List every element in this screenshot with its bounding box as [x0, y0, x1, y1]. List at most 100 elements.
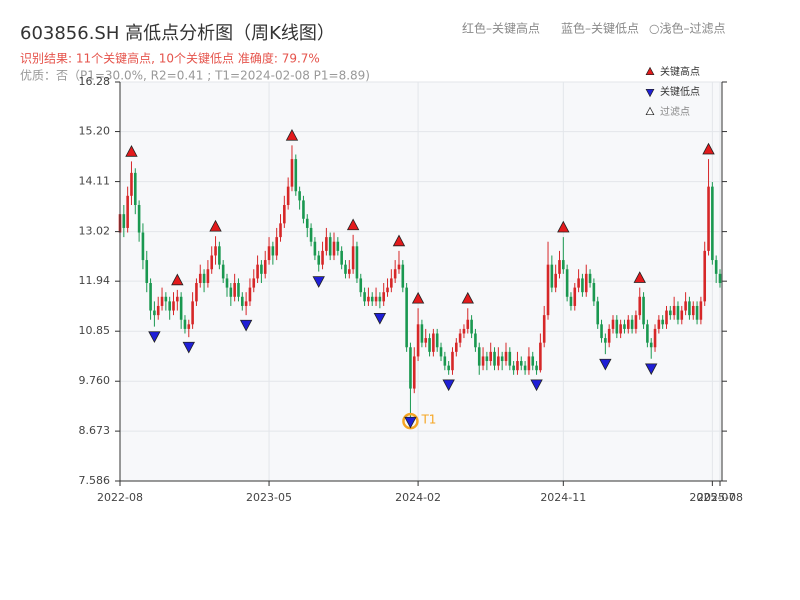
y-tick-label: 7.586 — [79, 474, 111, 487]
candle-body — [275, 237, 278, 256]
candle-body — [584, 273, 588, 293]
candle-body — [669, 310, 672, 316]
candle-body — [133, 172, 137, 205]
candle-body — [531, 356, 535, 366]
candle-body — [309, 227, 313, 242]
candle-body — [187, 324, 191, 329]
key-high-marker — [125, 145, 138, 157]
candle-body — [554, 273, 557, 288]
candle-body — [558, 260, 561, 274]
candle-body — [386, 287, 389, 293]
legend-symbol — [645, 66, 655, 76]
candle-body — [527, 356, 531, 371]
x-tick-label: 2025-07 — [689, 491, 735, 504]
key-low-marker — [239, 319, 253, 332]
candle-body — [718, 273, 722, 284]
header-legend: 红色–关键高点 — [462, 21, 540, 36]
quality-note: 优质：否（P1=30.0%, R2=0.41 ; T1=2024-02-08 P… — [20, 69, 370, 83]
candle-body — [286, 186, 290, 205]
candle-body — [535, 365, 538, 371]
candle-body — [141, 232, 145, 261]
candle-body — [302, 200, 305, 219]
candle-body — [328, 237, 332, 256]
candle-body — [409, 347, 412, 389]
key-low-marker — [530, 379, 543, 392]
candle-body — [607, 328, 611, 343]
candle-body — [183, 319, 187, 329]
candle-body — [321, 250, 324, 265]
candle-body — [588, 273, 592, 284]
candle-body — [600, 324, 603, 339]
candle-body — [298, 191, 301, 201]
candle-body — [439, 347, 443, 357]
candle-body — [363, 292, 366, 302]
candle-body — [611, 319, 615, 329]
candle-body — [393, 269, 397, 279]
candle-body — [542, 315, 546, 343]
candle-body — [355, 246, 359, 279]
legend-symbol — [645, 106, 655, 116]
candle-body — [233, 283, 236, 297]
key-high-marker — [411, 291, 425, 304]
candle-body — [581, 278, 584, 293]
candle-body — [214, 246, 217, 256]
candle-body — [218, 246, 221, 265]
candle-body — [493, 351, 496, 366]
candle-body — [497, 356, 500, 366]
candle-body — [313, 241, 317, 256]
y-tick-label: 9.760 — [79, 374, 111, 387]
candle-body — [458, 333, 462, 343]
candle-body — [137, 204, 141, 233]
candle-body — [684, 301, 687, 311]
key-high-marker — [171, 273, 184, 286]
subtitle: 识别结果: 11个关键高点, 10个关键低点 准确度: 79.7% — [20, 51, 320, 66]
candle-body — [145, 260, 149, 284]
x-tick-label: 2022-08 — [97, 491, 143, 504]
candle-body — [623, 324, 626, 329]
candle-body — [191, 301, 194, 325]
candle-body — [401, 264, 405, 288]
candle-body — [164, 296, 168, 302]
candle-body — [642, 296, 645, 325]
candle-body — [626, 319, 630, 329]
y-tick-label: 10.85 — [79, 324, 111, 337]
candle-body — [569, 296, 573, 306]
candle-body — [370, 296, 374, 302]
candle-body — [416, 324, 420, 357]
candle-body — [237, 283, 240, 297]
candle-body — [279, 223, 282, 238]
legend-symbol — [645, 88, 655, 98]
key-low-marker — [404, 416, 417, 429]
candle-body — [470, 319, 473, 334]
candle-body — [672, 305, 676, 316]
candle-body — [424, 338, 428, 343]
candle-body — [290, 159, 294, 187]
candle-body — [160, 296, 164, 306]
candle-body — [382, 292, 385, 302]
candle-body — [565, 269, 569, 297]
y-tick-label: 13.02 — [79, 225, 111, 238]
x-tick-label: 2023-05 — [246, 491, 292, 504]
candle-body — [443, 356, 447, 366]
candle-body — [649, 342, 653, 348]
key-low-marker — [442, 379, 455, 392]
candle-body — [680, 310, 684, 320]
candle-body — [688, 301, 691, 316]
candle-body — [130, 172, 133, 196]
candle-body — [512, 365, 515, 371]
candle-body — [198, 273, 202, 284]
candle-body — [340, 250, 343, 265]
candle-body — [703, 250, 707, 302]
candle-body — [325, 237, 328, 251]
candle-body — [176, 296, 179, 302]
key-high-marker — [209, 219, 222, 232]
candle-body — [539, 342, 542, 371]
y-tick-label: 16.28 — [79, 75, 111, 88]
candle-body — [573, 287, 577, 306]
candle-body — [596, 301, 600, 325]
candle-body — [332, 241, 336, 256]
candle-body — [359, 278, 363, 293]
candle-body — [485, 356, 489, 362]
key-high-marker — [392, 234, 406, 247]
